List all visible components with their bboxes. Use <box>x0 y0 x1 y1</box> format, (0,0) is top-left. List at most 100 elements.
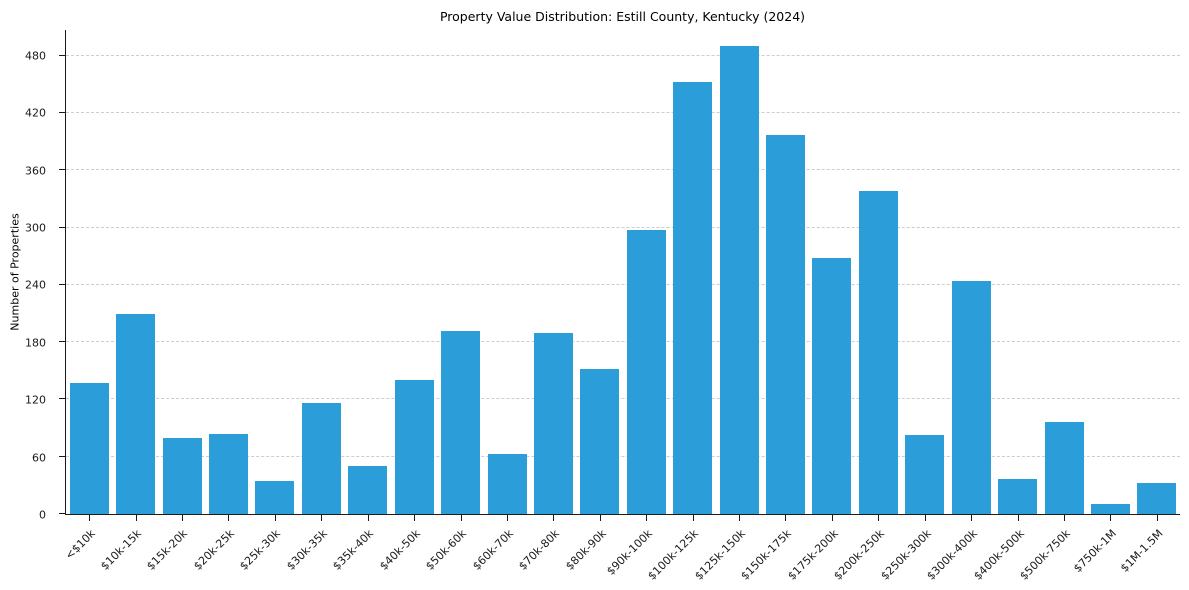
bar-column <box>298 30 344 514</box>
bar-column <box>994 30 1040 514</box>
x-tick-mark <box>414 515 416 521</box>
x-tick-mark <box>506 515 508 521</box>
x-tick-mark <box>460 515 462 521</box>
gridline <box>66 169 1180 171</box>
x-tick-mark <box>692 515 694 521</box>
x-tick-mark <box>367 515 369 521</box>
gridline <box>66 112 1180 114</box>
bar-column <box>205 30 251 514</box>
bar-column <box>762 30 808 514</box>
y-tick-label: 180 <box>25 336 46 350</box>
x-tick-mark <box>1156 515 1158 521</box>
bar-$1M-1.5M <box>1137 483 1177 514</box>
gridline <box>66 398 1180 400</box>
bar-$150k-175k <box>766 135 806 514</box>
bar-$40k-50k <box>394 380 434 514</box>
x-tick-mark <box>599 515 601 521</box>
x-tick-label: $15k-20k <box>144 527 191 573</box>
gridline <box>66 341 1180 343</box>
bar-$20k-25k <box>208 433 248 514</box>
y-tick-label: 120 <box>25 393 46 407</box>
bar-column <box>484 30 530 514</box>
y-tick-label: 300 <box>25 221 46 235</box>
bar-$300k-400k <box>951 281 991 514</box>
plot-area <box>59 30 1180 521</box>
bar-column <box>66 30 112 514</box>
x-tick-mark <box>1063 515 1065 521</box>
y-tick-mark <box>59 283 65 285</box>
x-tick-mark <box>924 515 926 521</box>
bar-column <box>391 30 437 514</box>
bar-column <box>902 30 948 514</box>
bar-$500k-750k <box>1044 422 1084 514</box>
y-tick-labels: 0 60 120 180 240 300 360 420 480 <box>0 30 58 520</box>
x-tick-mark <box>878 515 880 521</box>
x-tick-label: $750k-1M <box>1071 527 1120 575</box>
bar-$400k-500k <box>998 478 1038 514</box>
x-tick-label: $80k-90k <box>562 527 609 573</box>
y-tick-mark <box>59 54 65 56</box>
y-tick-label: 480 <box>25 49 46 63</box>
x-tick-mark <box>646 515 648 521</box>
x-tick-mark <box>135 515 137 521</box>
y-tick-label: 0 <box>39 508 46 522</box>
bar-column <box>948 30 994 514</box>
bar-column <box>159 30 205 514</box>
x-tick-label: $60k-70k <box>469 527 516 573</box>
chart-title: Property Value Distribution: Estill Coun… <box>439 9 806 24</box>
x-tick-label: $20k-25k <box>191 527 237 573</box>
bar-$80k-90k <box>580 368 620 514</box>
y-tick-label: 360 <box>25 164 46 178</box>
x-tick-mark <box>785 515 787 521</box>
x-tick-label: $30k-35k <box>283 527 330 573</box>
x-tick-mark <box>228 515 230 521</box>
gridline <box>66 283 1180 285</box>
x-tick-mark <box>739 515 741 521</box>
bar-column <box>112 30 158 514</box>
bar-$70k-80k <box>533 332 573 514</box>
bar-$100k-125k <box>673 81 713 514</box>
y-tick-mark <box>59 169 65 171</box>
x-tick-mark <box>553 515 555 521</box>
y-tick-mark <box>59 398 65 400</box>
bar-column <box>716 30 762 514</box>
bar-$175k-200k <box>812 258 852 514</box>
bar-$50k-60k <box>441 330 481 514</box>
x-tick-mark <box>971 515 973 521</box>
bar-column <box>577 30 623 514</box>
bar-column <box>437 30 483 514</box>
bar-column <box>809 30 855 514</box>
gridline <box>66 455 1180 457</box>
y-tick-mark <box>59 455 65 457</box>
gridlines <box>59 30 1180 514</box>
x-tick-mark <box>1017 515 1019 521</box>
y-tick-label: 420 <box>25 106 46 120</box>
x-tick-mark <box>321 515 323 521</box>
x-tick-label: $25k-30k <box>237 527 284 573</box>
bar-column <box>530 30 576 514</box>
y-tick-mark <box>59 112 65 114</box>
y-tick-mark <box>59 341 65 343</box>
bar-column <box>1134 30 1180 514</box>
x-tick-label: $70k-80k <box>516 527 563 573</box>
bar-$25k-30k <box>255 480 295 514</box>
x-tick-label: $1M-1.5M <box>1118 527 1166 575</box>
y-tick-label: 60 <box>32 451 46 465</box>
bar-column <box>855 30 901 514</box>
bars-container <box>66 30 1180 514</box>
y-tick-mark <box>59 513 65 514</box>
x-tick-label: $40k-50k <box>376 527 423 573</box>
x-tick-mark <box>1110 515 1112 521</box>
bar-$15k-20k <box>162 437 202 514</box>
x-tick-label: <$10k <box>62 527 98 563</box>
x-tick-mark <box>831 515 833 521</box>
x-tick-label: $50k-60k <box>423 527 470 573</box>
bar-column <box>252 30 298 514</box>
bar-$200k-250k <box>858 191 898 514</box>
gridline <box>66 226 1180 228</box>
bar-$10k-15k <box>116 313 156 514</box>
bar-$250k-300k <box>905 434 945 514</box>
bar-$750k-1M <box>1091 503 1130 514</box>
x-tick-mark <box>89 515 91 521</box>
